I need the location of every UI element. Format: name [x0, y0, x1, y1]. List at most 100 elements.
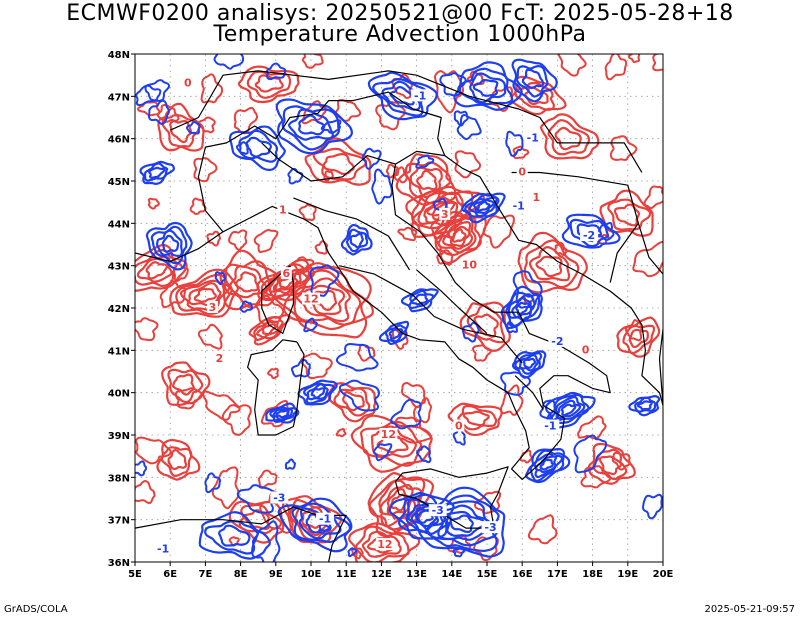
warm-advection-contour	[167, 448, 188, 471]
warm-advection-contour	[436, 249, 454, 266]
warm-advection-contour	[229, 265, 268, 299]
cold-advection-contour	[525, 447, 571, 484]
lon-tick-label: 9E	[269, 569, 283, 580]
coastline-segment	[339, 265, 523, 364]
lat-tick-label: 40N	[108, 389, 130, 400]
warm-advection-contour	[197, 323, 223, 350]
warm-advection-contour	[161, 361, 211, 406]
contour-value-label: -1	[414, 89, 426, 102]
contour-value-label: -1	[157, 542, 169, 555]
cold-advection-contour	[464, 193, 500, 218]
axis-ticks: 5E 6E 7E 8E 9E 10E 11E 12E 13E 14E 15E 16E 17E 18E 19E…	[108, 50, 674, 580]
cold-advection-contour	[472, 78, 499, 97]
coastline-segment	[293, 197, 411, 271]
cold-advection-contour	[281, 105, 341, 151]
cold-advection-contour	[361, 147, 382, 170]
coastline-segment	[444, 155, 663, 406]
warm-advection-contour	[221, 404, 252, 436]
warm-advection-contour	[159, 280, 187, 309]
cold-advection-contour	[198, 511, 271, 560]
cold-advection-contour	[347, 547, 358, 558]
cold-advection-contour	[443, 510, 486, 537]
cold-advection-contour	[521, 68, 545, 90]
warm-advection-contour	[643, 185, 663, 210]
contour-label-box	[206, 301, 218, 313]
contour-value-label: -1	[319, 513, 331, 526]
cold-advection-contour	[298, 114, 326, 136]
cold-advection-contour	[408, 289, 435, 310]
coastline-segment	[261, 142, 396, 182]
software-credit: GrADS/COLA	[4, 604, 68, 615]
contour-label-box	[580, 343, 592, 356]
warm-advection-contour	[147, 197, 160, 210]
warm-advection-contour	[587, 442, 636, 485]
cold-advection-contour	[310, 387, 326, 399]
cold-advection-contour	[555, 399, 582, 420]
cold-advection-contour	[213, 54, 245, 70]
lon-tick-label: 11E	[336, 569, 357, 580]
warm-advection-contour	[301, 54, 324, 69]
warm-advection-contour	[335, 427, 347, 438]
cold-advection-contour	[306, 383, 329, 401]
warm-advection-contour	[512, 145, 530, 160]
cold-advection-contour	[371, 168, 393, 205]
warm-advection-contour	[261, 323, 277, 336]
warm-advection-contour	[366, 536, 394, 554]
contour-label-box	[316, 512, 335, 525]
contour-label-box	[541, 419, 560, 432]
contour-label-box	[428, 504, 447, 517]
contour-value-label: 0	[184, 77, 192, 90]
cold-advection-contour	[439, 72, 467, 97]
cold-advection-contour	[204, 472, 222, 494]
cold-advection-contour	[461, 192, 506, 224]
coastline-segment	[416, 269, 488, 334]
warm-advection-contour	[167, 368, 204, 404]
warm-advection-contour	[554, 126, 582, 151]
cold-advection-contour	[161, 234, 180, 253]
cold-advection-contour	[426, 500, 499, 547]
warm-advection-contour	[624, 319, 644, 342]
warm-advection-contour	[235, 271, 260, 293]
contour-value-label: 0	[582, 343, 590, 356]
coastline-segment	[197, 91, 446, 233]
contour-value-label: -1	[544, 420, 556, 433]
warm-advection-contour	[237, 65, 300, 104]
lon-tick-label: 14E	[441, 569, 462, 580]
cold-advection-contour	[573, 434, 608, 474]
warm-advection-contour	[628, 328, 649, 349]
lat-tick-label: 39N	[108, 431, 130, 442]
warm-advection-contour	[156, 104, 180, 123]
cold-advection-contour	[214, 271, 227, 286]
warm-advection-contour	[350, 414, 433, 473]
contour-value-label: 6	[283, 267, 291, 280]
warm-advection-contour	[293, 269, 362, 326]
cold-advection-contour	[269, 406, 299, 423]
cold-advection-contour	[410, 293, 429, 306]
warm-advection-contour	[557, 54, 587, 77]
cold-advection-contour	[512, 270, 543, 309]
contour-label-box	[277, 203, 289, 216]
coastline-segment	[511, 171, 639, 283]
cold-advection-contour	[372, 443, 393, 462]
lon-tick-label: 6E	[163, 569, 177, 580]
cold-advection-contour	[218, 524, 251, 547]
cold-advection-contour	[384, 324, 408, 343]
cold-advection-contour	[518, 354, 539, 372]
contour-value-label: 10	[462, 259, 478, 272]
lon-tick-label: 17E	[547, 569, 568, 580]
warm-advection-contour	[393, 166, 408, 184]
warm-advection-contour	[500, 384, 524, 416]
lat-tick-label: 42N	[108, 304, 130, 315]
warm-advection-contour	[135, 317, 159, 342]
cold-advection-contour	[476, 200, 491, 212]
cold-advection-contour	[338, 379, 380, 412]
warm-advection-contour	[627, 54, 641, 64]
cold-advection-contour	[228, 125, 286, 171]
warm-advection-contour	[434, 214, 482, 257]
warm-advection-contour	[135, 243, 188, 292]
warm-advection-contour	[412, 397, 432, 424]
contour-value-label: -3	[432, 504, 444, 517]
contour-label-box	[182, 76, 194, 89]
cold-advection-contour	[135, 84, 162, 107]
